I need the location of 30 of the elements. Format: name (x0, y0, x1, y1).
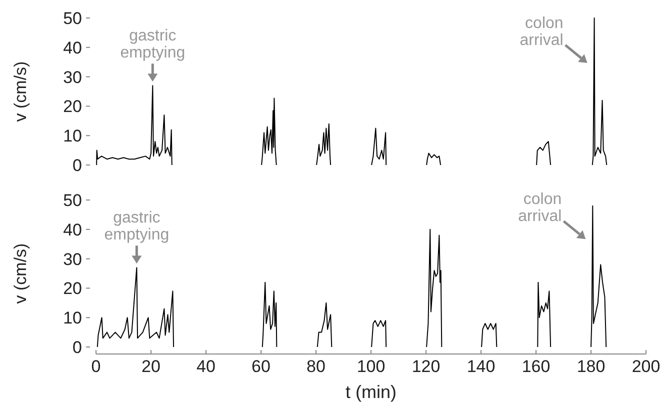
y-tick-label: 20 (63, 279, 82, 298)
annotation: gastric emptying (120, 28, 186, 62)
x-tick-label: 40 (196, 357, 216, 376)
x-tick-label: 80 (306, 357, 326, 376)
y-tick-label: 0 (72, 156, 82, 175)
x-tick-label: 140 (466, 357, 496, 376)
y-axis-title: v (cm/s) (11, 61, 30, 122)
y-tick-label: 40 (63, 220, 82, 240)
annotation: colon arrival (520, 15, 564, 50)
y-tick-label: 40 (63, 38, 82, 58)
y-tick-label: 20 (63, 97, 82, 116)
x-axis-title: t (min) (346, 382, 396, 402)
x-tick-label: 20 (142, 357, 160, 376)
y-tick-label: 30 (63, 250, 82, 269)
y-tick-label: 30 (63, 68, 82, 87)
x-tick-label: 200 (632, 357, 660, 376)
annotation: gastric emptying (104, 210, 170, 244)
x-tick-label: 180 (576, 357, 606, 376)
y-axis-title: v (cm/s) (11, 243, 30, 304)
y-tick-label: 50 (63, 8, 82, 28)
x-tick-label: 160 (522, 357, 550, 376)
x-tick-label: 60 (252, 357, 270, 376)
y-tick-label: 10 (63, 308, 82, 328)
annotation: colon arrival (518, 191, 562, 226)
x-tick-label: 120 (412, 357, 440, 376)
x-tick-label: 100 (356, 357, 386, 376)
y-tick-label: 10 (63, 126, 82, 146)
x-tick-label: 0 (91, 357, 101, 376)
y-tick-label: 0 (72, 338, 82, 357)
y-tick-label: 50 (63, 190, 82, 210)
